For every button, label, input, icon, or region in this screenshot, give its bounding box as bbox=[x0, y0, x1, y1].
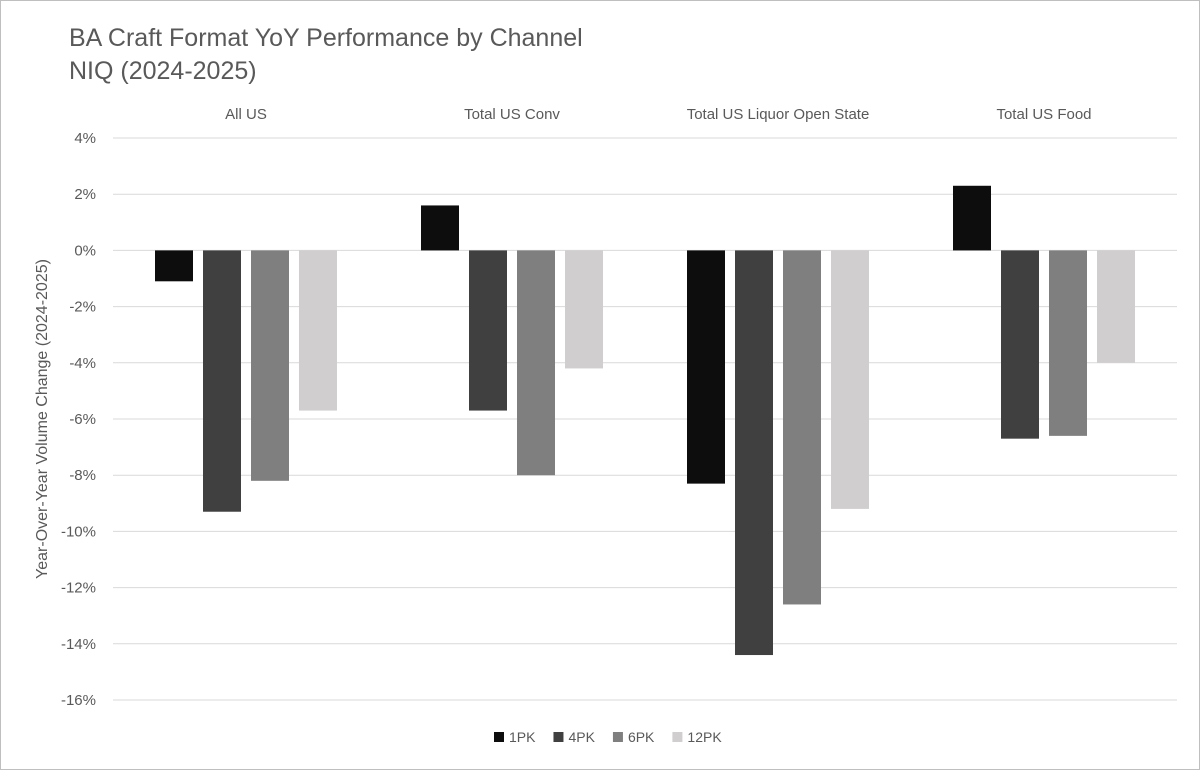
y-tick-label: 2% bbox=[74, 186, 96, 203]
y-tick-label: -8% bbox=[69, 467, 96, 484]
y-tick-label: -4% bbox=[69, 355, 96, 372]
bar bbox=[565, 250, 603, 369]
legend-label: 1PK bbox=[509, 729, 536, 745]
chart-title-line: BA Craft Format YoY Performance by Chann… bbox=[69, 24, 583, 52]
legend-swatch bbox=[612, 732, 623, 742]
bar bbox=[251, 250, 289, 481]
legend-swatch bbox=[494, 732, 504, 742]
bar bbox=[1049, 250, 1087, 436]
category-labels: All US Total US Conv Total US Liquor Open … bbox=[225, 106, 1091, 123]
category-label: All US bbox=[225, 106, 267, 123]
bar bbox=[421, 205, 459, 251]
y-tick-label: -14% bbox=[61, 636, 96, 653]
gridlines bbox=[113, 137, 1177, 701]
chart-title: BA Craft Format YoY Performance by Chann… bbox=[69, 24, 583, 85]
y-axis-title: Year-Over-Year Volume Change (2024-2025) bbox=[34, 259, 51, 579]
bar bbox=[203, 250, 241, 512]
y-axis-title: Year-Over-Year Volume Change (2024-2025) bbox=[34, 259, 51, 579]
bar bbox=[469, 250, 507, 411]
category-label: Total US Food bbox=[996, 106, 1091, 123]
y-tick-label: -12% bbox=[61, 580, 96, 597]
bar bbox=[517, 250, 555, 476]
bar bbox=[1097, 250, 1135, 363]
category-label: Total US Liquor Open State bbox=[687, 106, 870, 123]
y-tick-label: -10% bbox=[61, 523, 96, 540]
category-label: Total US Conv bbox=[464, 106, 560, 123]
y-tick-label: 4% bbox=[74, 130, 96, 147]
bar bbox=[1001, 250, 1039, 439]
legend: 1PK 4PK 6PK 12PK bbox=[494, 729, 722, 745]
bar bbox=[953, 185, 991, 251]
legend-swatch bbox=[553, 732, 564, 742]
bar bbox=[687, 250, 725, 484]
y-tick-label: -6% bbox=[69, 411, 96, 428]
y-tick-label: -2% bbox=[69, 299, 96, 316]
y-tick-label: -16% bbox=[61, 692, 96, 709]
legend-label: 12PK bbox=[687, 729, 722, 745]
y-axis-ticks: 4% 2% 0% -2% -4% -6% -8% -10% -12% -14% -16% bbox=[61, 130, 96, 709]
bar bbox=[299, 250, 337, 411]
y-tick-label: 0% bbox=[74, 242, 96, 259]
bar bbox=[155, 250, 193, 282]
bar bbox=[831, 250, 869, 509]
bar bbox=[735, 250, 773, 656]
legend-label: 4PK bbox=[568, 729, 595, 745]
legend-label: 6PK bbox=[628, 729, 655, 745]
legend-swatch bbox=[672, 732, 683, 742]
chart-title-line: NIQ (2024-2025) bbox=[69, 57, 257, 85]
bars bbox=[155, 185, 1135, 656]
bar bbox=[783, 250, 821, 605]
